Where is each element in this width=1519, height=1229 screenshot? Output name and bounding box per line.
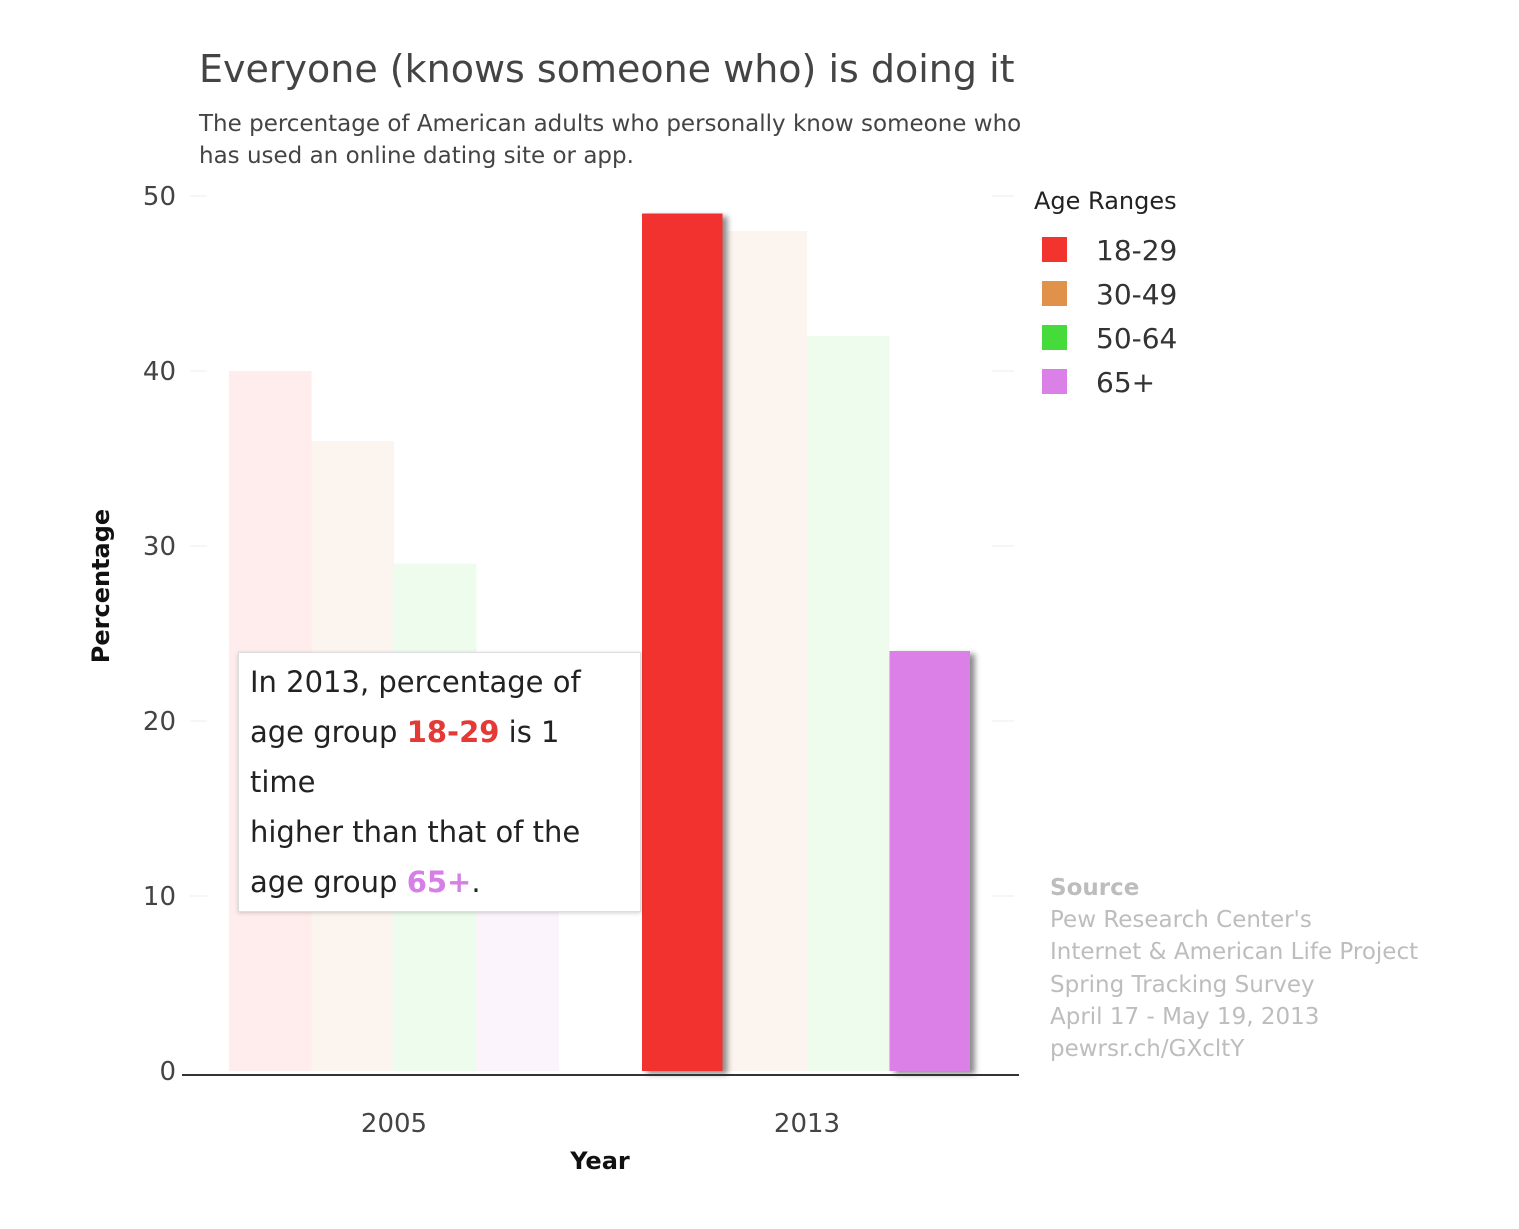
source-note: Source Pew Research Center's Internet & … — [1050, 875, 1418, 1062]
y-tick-label: 0 — [159, 1057, 176, 1087]
source-line-2: Internet & American Life Project — [1050, 939, 1418, 965]
annotation-highlight-65-plus: 65+ — [406, 865, 472, 899]
y-axis-ticks: 0 10 20 30 40 50 — [143, 182, 176, 1087]
chart-subtitle-line-2: has used an online dating site or app. — [199, 143, 634, 169]
source-line-3: Spring Tracking Survey — [1050, 972, 1315, 998]
legend-label-30-49: 30-49 — [1096, 278, 1177, 311]
bar-2013-50-64 — [807, 336, 890, 1071]
legend: 18-29 30-49 50-64 65+ — [1042, 234, 1177, 399]
legend-label-18-29: 18-29 — [1096, 234, 1177, 267]
annotation-line-4: age group 65+. — [250, 865, 481, 899]
y-tick-label: 40 — [143, 357, 176, 387]
annotation-line-3: higher than that of the — [250, 815, 581, 849]
legend-label-65-plus: 65+ — [1096, 366, 1155, 399]
y-tick-label: 50 — [143, 182, 176, 212]
x-axis-ticks: 2005 2013 — [361, 1109, 840, 1139]
y-tick-label: 30 — [143, 532, 176, 562]
x-tick-label-2005: 2005 — [361, 1109, 427, 1139]
legend-swatch-18-29 — [1042, 237, 1067, 262]
bar-2013-65-plus — [889, 651, 970, 1071]
annotation-highlight-18-29: 18-29 — [406, 715, 500, 749]
bar-2013-30-49 — [724, 231, 807, 1071]
source-heading: Source — [1050, 875, 1139, 901]
legend-swatch-50-64 — [1042, 325, 1067, 350]
legend-label-50-64: 50-64 — [1096, 322, 1177, 355]
annotation-box: In 2013, percentage of age group 18-29 i… — [238, 652, 641, 912]
legend-title: Age Ranges — [1034, 187, 1177, 215]
bars — [229, 213, 970, 1071]
y-tick-label: 20 — [143, 707, 176, 737]
chart-title: Everyone (knows someone who) is doing it — [199, 47, 1015, 91]
bar-2013-18-29 — [642, 213, 723, 1071]
chart-subtitle-line-1: The percentage of American adults who pe… — [198, 111, 1021, 137]
x-axis-title: Year — [569, 1147, 630, 1175]
legend-swatch-65-plus — [1042, 369, 1067, 394]
y-axis-title: Percentage — [87, 509, 115, 663]
x-tick-label-2013: 2013 — [774, 1109, 840, 1139]
y-tick-label: 10 — [143, 882, 176, 912]
annotation-line-1: In 2013, percentage of — [250, 665, 581, 699]
source-line-4: April 17 - May 19, 2013 — [1050, 1004, 1319, 1030]
gridlines — [190, 195, 1014, 897]
source-line-5: pewrsr.ch/GXcltY — [1050, 1036, 1245, 1062]
legend-swatch-30-49 — [1042, 281, 1067, 306]
source-line-1: Pew Research Center's — [1050, 907, 1312, 933]
annotation-line-2: age group 18-29 is 1 time — [250, 715, 560, 799]
